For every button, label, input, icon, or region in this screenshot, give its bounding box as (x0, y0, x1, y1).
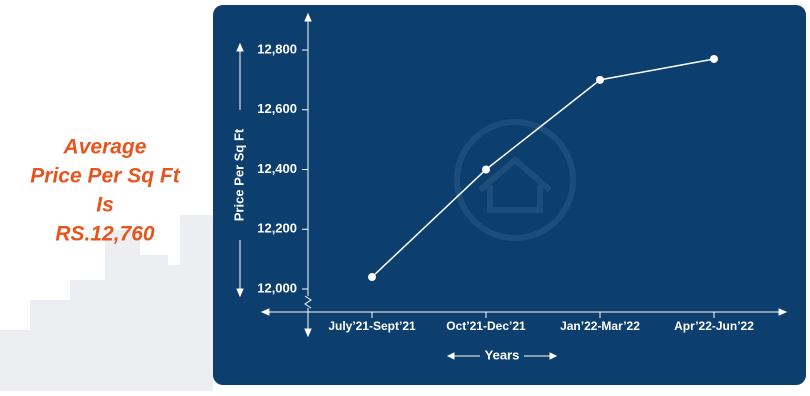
data-point (482, 165, 490, 174)
headline-line: Price Per Sq Ft (30, 165, 180, 188)
x-axis-label: Years (485, 347, 520, 362)
x-tick-label: July’21-Sept’21 (328, 319, 416, 333)
y-tick-label: 12,000 (257, 280, 297, 295)
y-tick-label: 12,200 (257, 221, 297, 236)
headline: Average Price Per Sq Ft Is RS.12,760 (30, 136, 180, 246)
headline-line: Average (63, 136, 147, 159)
building-silhouette (0, 215, 213, 391)
axes (236, 12, 788, 360)
headline-line: Is (96, 194, 114, 217)
y-tick-label: 12,400 (257, 161, 297, 176)
y-tick-label: 12,800 (257, 41, 297, 56)
chart-panel (213, 5, 806, 385)
x-tick-label: Oct’21-Dec’21 (446, 319, 526, 333)
headline-line: RS.12,760 (55, 223, 155, 246)
y-tick-label: 12,600 (257, 101, 297, 116)
x-tick-label: Jan’22-Mar’22 (560, 319, 640, 333)
x-tick-label: Apr’22-Jun’22 (674, 319, 754, 333)
y-axis-label: Price Per Sq Ft (231, 128, 246, 221)
data-point (710, 54, 718, 63)
data-line (371, 58, 715, 278)
data-point (368, 273, 376, 282)
watermark-logo (454, 119, 576, 241)
data-point (596, 75, 604, 84)
